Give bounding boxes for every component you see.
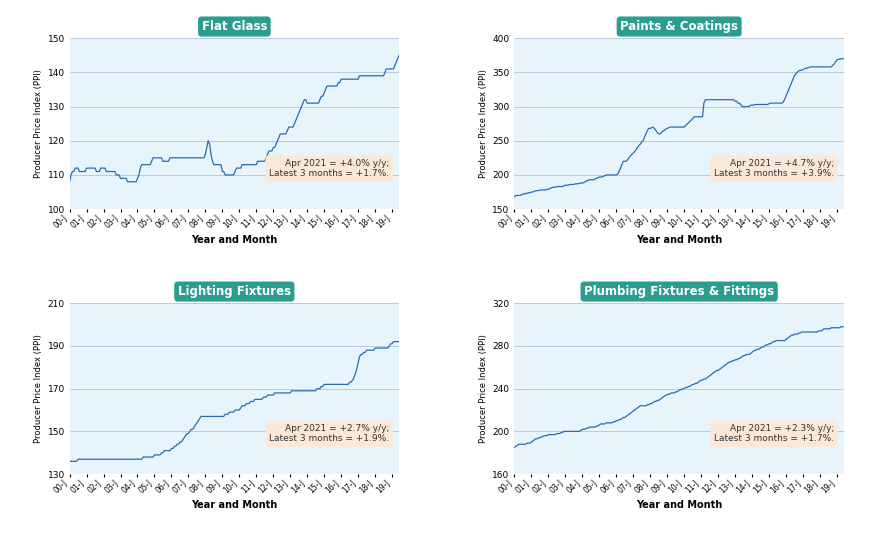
Y-axis label: Producer Price Index (PPI): Producer Price Index (PPI) xyxy=(479,69,488,178)
X-axis label: Year and Month: Year and Month xyxy=(635,500,721,510)
X-axis label: Year and Month: Year and Month xyxy=(191,234,277,245)
Text: Flat Glass: Flat Glass xyxy=(202,20,267,33)
Y-axis label: Producer Price Index (PPI): Producer Price Index (PPI) xyxy=(479,334,488,443)
X-axis label: Year and Month: Year and Month xyxy=(191,500,277,510)
Text: Apr 2021 = +2.3% y/y;
Latest 3 months = +1.7%.: Apr 2021 = +2.3% y/y; Latest 3 months = … xyxy=(713,424,833,444)
Text: Apr 2021 = +4.7% y/y;
Latest 3 months = +3.9%.: Apr 2021 = +4.7% y/y; Latest 3 months = … xyxy=(713,159,833,178)
Text: Apr 2021 = +2.7% y/y;
Latest 3 months = +1.9%.: Apr 2021 = +2.7% y/y; Latest 3 months = … xyxy=(269,424,388,444)
Text: Paints & Coatings: Paints & Coatings xyxy=(620,20,737,33)
X-axis label: Year and Month: Year and Month xyxy=(635,234,721,245)
Text: Plumbing Fixtures & Fittings: Plumbing Fixtures & Fittings xyxy=(583,285,773,298)
Text: Apr 2021 = +4.0% y/y;
Latest 3 months = +1.7%.: Apr 2021 = +4.0% y/y; Latest 3 months = … xyxy=(269,159,388,178)
Text: Lighting Fixtures: Lighting Fixtures xyxy=(177,285,290,298)
Y-axis label: Producer Price Index (PPI): Producer Price Index (PPI) xyxy=(34,69,43,178)
Y-axis label: Producer Price Index (PPI): Producer Price Index (PPI) xyxy=(34,334,43,443)
